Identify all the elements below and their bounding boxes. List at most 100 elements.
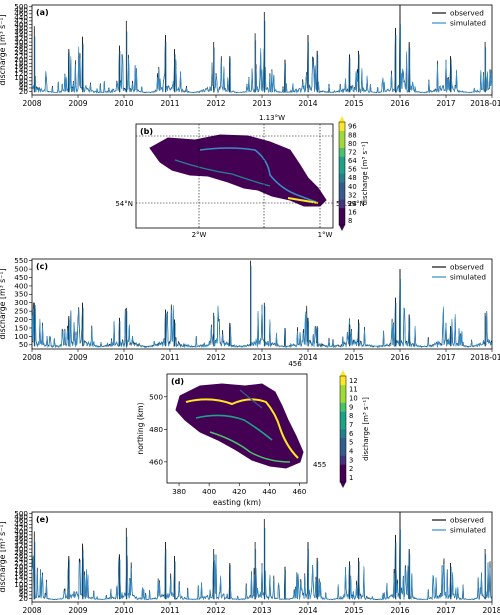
colorbar-segment — [339, 164, 345, 174]
colorbar-tick-label: 40 — [348, 183, 357, 191]
panel-b-map: (b) 1.13°W 54°N 53.99°N 2°W 1°W 81624324048566… — [115, 114, 369, 239]
y-tick-label: 320 — [14, 34, 28, 43]
y-tick-label: 400 — [14, 20, 28, 29]
y-tick-label: 300 — [14, 37, 28, 46]
y-tick-label: 20 — [19, 594, 29, 603]
y-tick-label: 160 — [14, 62, 28, 71]
y-tick-label: 400 — [14, 527, 28, 536]
y-tick-label: 340 — [14, 30, 28, 39]
coord-label: 1°W — [318, 231, 333, 239]
colorbar-tick-label: 80 — [348, 140, 357, 148]
y-tick-label: 500 — [14, 264, 28, 273]
colorbar-segment — [339, 139, 345, 149]
x-tick-label: 2008 — [22, 353, 41, 362]
legend-label-simulated: simulated — [450, 19, 486, 28]
colorbar-min-arrow — [340, 482, 346, 488]
river-tributary — [174, 159, 271, 187]
series-simulated-line — [31, 24, 493, 94]
x-tick-label: 2018-01-01 — [470, 353, 500, 362]
colorbar-tick-label: 8 — [348, 217, 352, 225]
y-tick-label: 360 — [14, 27, 28, 36]
colorbar-segment — [339, 156, 345, 166]
x-tick-label: 2009 — [68, 606, 87, 615]
y-tick-label: 320 — [14, 541, 28, 550]
colorbar-segment — [340, 429, 346, 439]
colorbar-segment — [340, 464, 346, 474]
y-tick-label: 220 — [14, 52, 28, 61]
y-tick-label: 500 — [14, 2, 28, 11]
y-tick-label: 260 — [14, 552, 28, 561]
y-tick-label: 50 — [19, 340, 29, 349]
legend-label-observed: observed — [450, 516, 484, 525]
coord-label: 455 — [313, 461, 326, 469]
colorbar-segment — [340, 473, 346, 483]
colorbar-tick-label: 7 — [349, 421, 353, 429]
x-tick-label: 2011 — [160, 606, 179, 615]
y-tick-label: 260 — [14, 45, 28, 54]
colorbar-segment — [339, 130, 345, 140]
y-tick-label: 40 — [19, 83, 29, 92]
y-tick-label: 550 — [14, 256, 28, 265]
legend-label-simulated: simulated — [450, 273, 486, 282]
panel-d-map: 380 400 420 440 460 460 480 500 easting (km) nort… — [136, 360, 370, 507]
panel-label: (e) — [36, 515, 49, 524]
y-tick-label: 460 — [14, 9, 28, 18]
colorbar-tick-label: 3 — [349, 456, 353, 464]
y-tick-label: 280 — [14, 41, 28, 50]
colorbar-tick-label: 1 — [349, 474, 353, 482]
x-tick-label: 460 — [293, 487, 307, 496]
y-tick-label: 380 — [14, 530, 28, 539]
x-tick-label: 2009 — [68, 99, 87, 108]
y-tick-label: 460 — [149, 457, 163, 466]
colorbar-tick-label: 48 — [348, 174, 357, 182]
x-tick-label: 2010 — [114, 353, 133, 362]
y-tick-label: 240 — [14, 48, 28, 57]
x-tick-label: 2010 — [114, 99, 133, 108]
y-tick-label: 40 — [19, 590, 29, 599]
colorbar-tick-label: 96 — [348, 123, 357, 131]
x-tick-label: 2008 — [22, 606, 41, 615]
y-tick-label: 80 — [19, 583, 29, 592]
y-tick-label: 500 — [14, 509, 28, 518]
series-simulated-line — [31, 279, 493, 349]
plot-frame — [31, 258, 493, 350]
x-tick-label: 2016 — [390, 606, 409, 615]
y-tick-label: 300 — [14, 298, 28, 307]
y-tick-label: 60 — [19, 80, 29, 89]
colorbar-tick-label: 24 — [348, 200, 357, 208]
y-tick-label: 380 — [14, 23, 28, 32]
coord-label: 2°W — [192, 231, 207, 239]
colorbar-max-arrow — [340, 370, 346, 376]
x-tick-label: 2016 — [390, 99, 409, 108]
colorbar-tick-label: 5 — [349, 439, 353, 447]
colorbar-frame — [339, 375, 347, 483]
x-tick-label: 2015 — [344, 606, 363, 615]
y-tick-label: 250 — [14, 307, 28, 316]
catchment-shape — [175, 383, 304, 469]
colorbar-segment — [339, 122, 345, 131]
y-tick-label: 350 — [14, 290, 28, 299]
colorbar-tick-label: 6 — [349, 430, 353, 438]
colorbar-tick-label: 64 — [348, 157, 357, 165]
colorbar-tick-label: 88 — [348, 131, 357, 139]
x-tick-label: 2018 — [482, 606, 500, 615]
x-tick-label: 2011 — [160, 99, 179, 108]
panel-label: (a) — [36, 8, 49, 17]
series-simulated-line — [31, 529, 493, 601]
colorbar-frame — [338, 121, 346, 226]
colorbar-tick-label: 4 — [349, 447, 353, 455]
x-tick-label: 2012 — [206, 606, 225, 615]
y-tick-label: 100 — [14, 332, 28, 341]
y-tick-label: 460 — [14, 516, 28, 525]
colorbar-tick-label: 11 — [349, 386, 358, 394]
colorbar-min-arrow — [339, 225, 345, 231]
colorbar-segment — [339, 216, 345, 226]
x-tick-label: 2013 — [252, 353, 271, 362]
colorbar-tick-label: 8 — [349, 412, 353, 420]
panel-label: (c) — [36, 262, 48, 271]
y-tick-label: 440 — [14, 13, 28, 22]
x-tick-label: 2010 — [114, 606, 133, 615]
colorbar-segment — [340, 376, 346, 386]
colorbar-segment — [340, 402, 346, 412]
